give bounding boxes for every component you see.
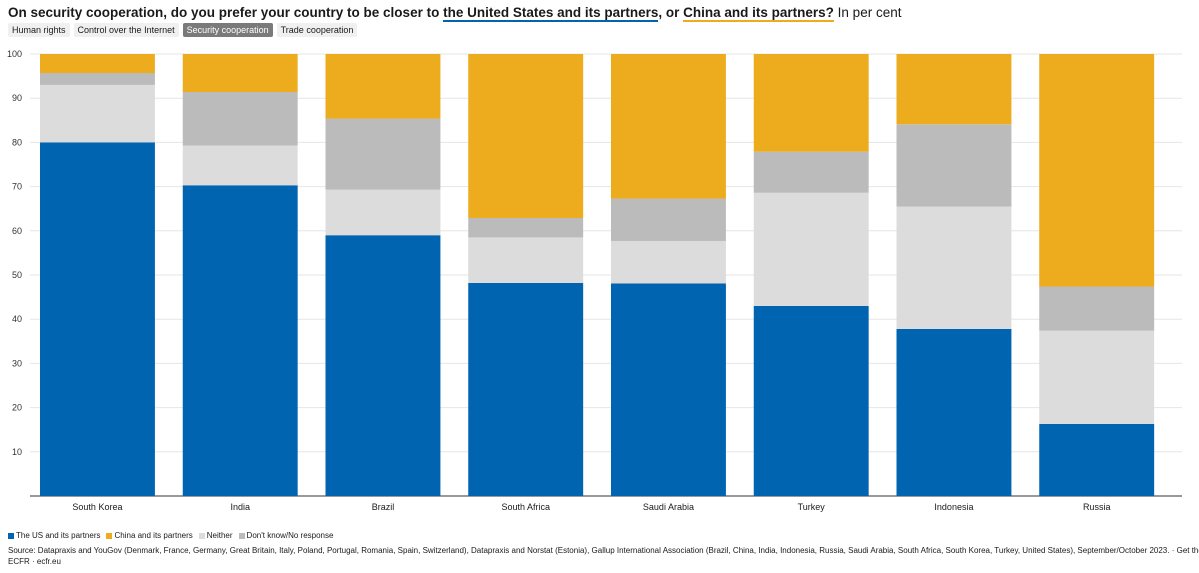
y-tick-label: 100: [7, 49, 22, 59]
legend-item-china: China and its partners: [106, 531, 193, 540]
bar-segment-china: [325, 54, 441, 119]
bar-segment-neither: [611, 240, 726, 284]
y-tick-label: 90: [12, 93, 22, 103]
legend: The US and its partners China and its pa…: [8, 531, 333, 540]
x-category-label: South Korea: [72, 502, 122, 512]
bar-segment-dk: [1039, 286, 1155, 331]
legend-label-china: China and its partners: [114, 531, 193, 540]
source-note: Source: Datapraxis and YouGov (Denmark, …: [8, 545, 1199, 567]
y-tick-label: 80: [12, 137, 22, 147]
bar-segment-dk: [896, 124, 1012, 207]
y-tick-label: 50: [12, 270, 22, 280]
bar-segment-us: [1039, 423, 1155, 496]
bar-segment-us: [896, 328, 1012, 496]
tab-trade-cooperation[interactable]: Trade cooperation: [276, 23, 358, 37]
y-tick-label: 70: [12, 182, 22, 192]
tab-human-rights[interactable]: Human rights: [8, 23, 70, 37]
y-tick-label: 60: [12, 226, 22, 236]
x-category-label: Russia: [1083, 502, 1111, 512]
bar-segment-china: [753, 54, 869, 152]
x-category-label: Saudi Arabia: [643, 502, 694, 512]
x-category-label: Indonesia: [934, 502, 973, 512]
legend-label-neither: Neither: [206, 531, 233, 540]
topic-tabs: Human rights Control over the Internet S…: [8, 23, 358, 37]
bar-segment-us: [611, 283, 726, 496]
bar-segment-neither: [182, 145, 298, 186]
legend-item-us: The US and its partners: [8, 531, 100, 540]
bar-segment-neither: [753, 192, 869, 306]
y-tick-label: 10: [12, 447, 22, 457]
bar-segment-dk: [468, 217, 584, 238]
bar-segment-neither: [896, 206, 1012, 329]
bar-segment-china: [611, 54, 726, 199]
bar-segment-us: [182, 185, 298, 497]
bar-segment-neither: [1039, 330, 1155, 424]
bar-segment-neither: [40, 84, 155, 143]
bar-segment-china: [40, 54, 155, 74]
bar-segment-us: [753, 305, 869, 496]
bar-segment-dk: [40, 73, 155, 85]
title-middle: , or: [658, 5, 684, 20]
legend-label-dk: Don't know/No response: [246, 531, 334, 540]
bar-segment-china: [182, 54, 298, 93]
bar-segment-us: [40, 142, 155, 496]
tab-security-cooperation[interactable]: Security cooperation: [182, 23, 273, 37]
x-category-label: Turkey: [798, 502, 826, 512]
bar-segment-neither: [468, 237, 584, 283]
legend-label-us: The US and its partners: [16, 531, 101, 540]
tab-control-over-internet[interactable]: Control over the Internet: [73, 23, 179, 37]
bar-segment-dk: [611, 198, 726, 241]
bar-segment-china: [896, 54, 1012, 125]
publisher-credit: ECFR · ecfr.eu: [8, 557, 61, 566]
x-category-label: Brazil: [372, 502, 395, 512]
bar-segment-china: [468, 54, 584, 218]
y-tick-label: 30: [12, 358, 22, 368]
x-category-label: India: [230, 502, 250, 512]
bar-segment-dk: [182, 92, 298, 146]
title-china-highlight: China and its partners?: [683, 5, 834, 22]
legend-swatch-dk: [238, 532, 245, 539]
bar-segment-neither: [325, 189, 441, 236]
legend-swatch-neither: [198, 532, 205, 539]
title-unit: In per cent: [833, 5, 902, 20]
x-category-label: South Africa: [501, 502, 550, 512]
bar-segment-dk: [753, 151, 869, 193]
bar-segment-china: [1039, 54, 1155, 287]
title-prefix: On security cooperation, do you prefer y…: [8, 5, 444, 20]
bar-segment-dk: [325, 118, 441, 190]
chart-title: On security cooperation, do you prefer y…: [8, 5, 902, 22]
y-tick-label: 40: [12, 314, 22, 324]
legend-swatch-us: [8, 532, 14, 539]
y-tick-label: 20: [12, 403, 22, 413]
title-us-highlight: the United States and its partners: [443, 5, 659, 22]
legend-item-dk: Don't know/No response: [238, 531, 334, 540]
bar-segment-us: [468, 282, 584, 496]
bar-segment-us: [325, 235, 441, 496]
legend-swatch-china: [106, 532, 113, 539]
legend-item-neither: Neither: [198, 531, 233, 540]
source-text: Source: Datapraxis and YouGov (Denmark, …: [8, 546, 1199, 555]
